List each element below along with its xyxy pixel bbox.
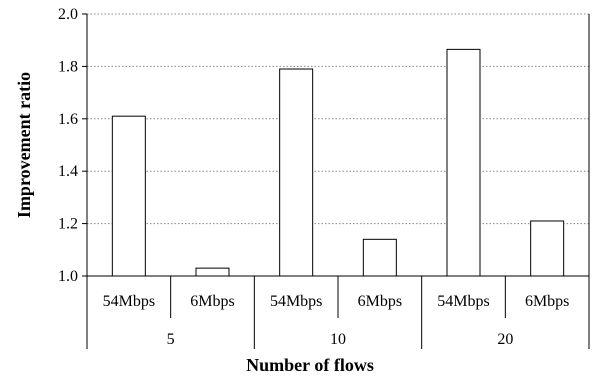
- y-tick-label: 2.0: [58, 6, 78, 23]
- bar: [279, 68, 314, 277]
- x-category-label: 6Mbps: [190, 293, 234, 310]
- gridlines: [87, 13, 589, 225]
- x-axis-title: Number of flows: [246, 355, 374, 375]
- x-category-label: 6Mbps: [358, 293, 402, 310]
- y-tick-label: 1.4: [58, 163, 78, 180]
- bar: [530, 220, 565, 277]
- y-axis-title: Improvement ratio: [14, 72, 34, 218]
- x-category-label: 6Mbps: [525, 293, 569, 310]
- y-tick-label: 1.2: [58, 216, 78, 233]
- bar: [195, 267, 230, 277]
- x-group-label: 20: [497, 331, 513, 348]
- bars: [111, 48, 565, 277]
- axes: [82, 13, 590, 349]
- x-category-label: 54Mbps: [103, 293, 155, 310]
- x-category-label: 54Mbps: [437, 293, 489, 310]
- labels: 1.0 1.2 1.4 1.6 1.8 2.0 54Mbps 6Mbps 54Mbps 6Mbps…: [58, 6, 569, 348]
- bar: [362, 238, 397, 277]
- bar: [446, 48, 481, 277]
- x-group-label: 10: [330, 331, 346, 348]
- x-group-label: 5: [167, 331, 175, 348]
- y-tick-label: 1.6: [58, 111, 78, 128]
- x-category-label: 54Mbps: [270, 293, 322, 310]
- bar: [111, 115, 146, 277]
- y-tick-label: 1.0: [58, 268, 78, 285]
- y-tick-label: 1.8: [58, 58, 78, 75]
